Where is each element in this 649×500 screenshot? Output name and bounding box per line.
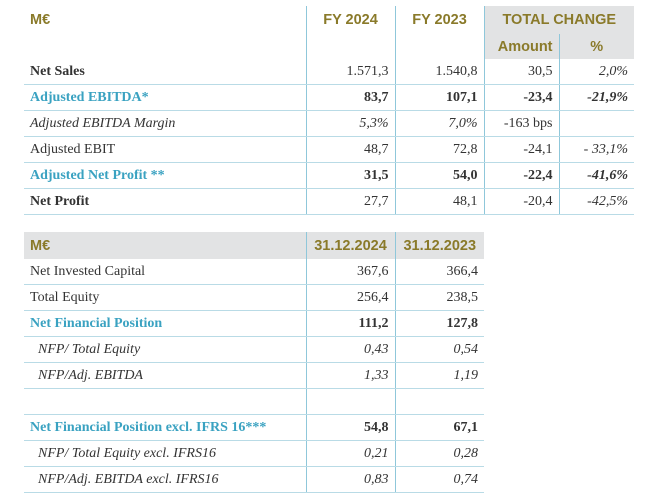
cell-value: 256,4 [305,284,395,311]
cell-value: 0,74 [394,466,484,493]
cell-value: 1.540,8 [394,59,484,85]
cell-value: 0,43 [305,336,395,363]
row-label: NFP/ Total Equity excl. IFRS16 [24,440,306,467]
table-row: NFP/ Total Equity excl. IFRS16 0,21 0,28 [24,440,484,467]
date-2024-header: 31.12.2024 [305,232,395,259]
cell-value: 48,1 [394,188,484,215]
cell-value: 238,5 [394,284,484,311]
cell-value: -163 bps [483,110,559,137]
row-label: NFP/Adj. EBITDA excl. IFRS16 [24,466,306,493]
fy2024-header: FY 2024 [305,6,395,34]
row-label: Net Financial Position [24,310,306,337]
cell-value: 0,83 [305,466,395,493]
cell-value: 0,28 [394,440,484,467]
table-row: Net Invested Capital 367,6 366,4 [24,259,484,285]
cell-value: -41,6% [558,162,634,189]
cell-value: 5,3% [305,110,395,137]
cell-value: -20,4 [483,188,559,215]
table-row: Net Sales 1.571,3 1.540,8 30,5 2,0% [24,59,634,85]
table-row: Adjusted EBITDA Margin 5,3% 7,0% -163 bp… [24,110,634,137]
total-change-header: TOTAL CHANGE [483,6,634,34]
cell-value: 67,1 [394,414,484,441]
cell-value: 2,0% [558,59,634,85]
cell-value: - 33,1% [558,136,634,163]
cell-value: 30,5 [483,59,559,85]
income-table: M€ FY 2024 FY 2023 TOTAL CHANGE Amount %… [24,6,634,215]
table-row: Total Equity 256,4 238,5 [24,284,484,311]
cell-value: 1,33 [305,362,395,389]
cell-value: 27,7 [305,188,395,215]
row-label [24,388,306,415]
cell-value: 31,5 [305,162,395,189]
cell-value: 366,4 [394,259,484,285]
cell-value: 367,6 [305,259,395,285]
table-row: NFP/ Total Equity 0,43 0,54 [24,336,484,363]
amount-header: Amount [483,34,559,59]
table-row: Net Financial Position 111,2 127,8 [24,310,484,337]
cell-value: -23,4 [483,84,559,111]
table-row: NFP/Adj. EBITDA 1,33 1,19 [24,362,484,389]
cell-value: 54,8 [305,414,395,441]
row-label: Adjusted EBITDA Margin [24,110,306,137]
row-label: Net Profit [24,188,306,215]
cell-value: 0,54 [394,336,484,363]
table-row: NFP/Adj. EBITDA excl. IFRS16 0,83 0,74 [24,466,484,493]
cell-value: 83,7 [305,84,395,111]
cell-value: -22,4 [483,162,559,189]
row-label: Net Financial Position excl. IFRS 16*** [24,414,306,441]
row-label: Total Equity [24,284,306,311]
cell-value: 7,0% [394,110,484,137]
balance-table: M€ 31.12.2024 31.12.2023 Net Invested Ca… [24,232,484,493]
cell-value: 48,7 [305,136,395,163]
table-row: Adjusted Net Profit ** 31,5 54,0 -22,4 -… [24,162,634,189]
cell-value [305,388,395,415]
cell-value: -21,9% [558,84,634,111]
row-label: Adjusted Net Profit ** [24,162,306,189]
balance-unit-header: M€ [24,232,306,259]
table-row: Net Financial Position excl. IFRS 16*** … [24,414,484,441]
row-label: Adjusted EBITDA* [24,84,306,111]
cell-value: 72,8 [394,136,484,163]
cell-value: 1,19 [394,362,484,389]
row-label: NFP/ Total Equity [24,336,306,363]
cell-value [558,110,634,137]
table-row: Net Profit 27,7 48,1 -20,4 -42,5% [24,188,634,215]
cell-value: -42,5% [558,188,634,215]
cell-value: -24,1 [483,136,559,163]
row-label: Net Sales [24,59,306,85]
row-label: Net Invested Capital [24,259,306,285]
cell-value: 111,2 [305,310,395,337]
cell-value: 1.571,3 [305,59,395,85]
date-2023-header: 31.12.2023 [394,232,484,259]
cell-value: 54,0 [394,162,484,189]
table-row: Adjusted EBITDA* 83,7 107,1 -23,4 -21,9% [24,84,634,111]
table-row-spacer [24,388,484,415]
table-row: Adjusted EBIT 48,7 72,8 -24,1 - 33,1% [24,136,634,163]
income-unit-header: M€ [24,6,306,34]
cell-value: 0,21 [305,440,395,467]
row-label: Adjusted EBIT [24,136,306,163]
pct-header: % [558,34,634,59]
cell-value: 127,8 [394,310,484,337]
fy2023-header: FY 2023 [394,6,484,34]
cell-value: 107,1 [394,84,484,111]
cell-value [394,388,484,415]
row-label: NFP/Adj. EBITDA [24,362,306,389]
